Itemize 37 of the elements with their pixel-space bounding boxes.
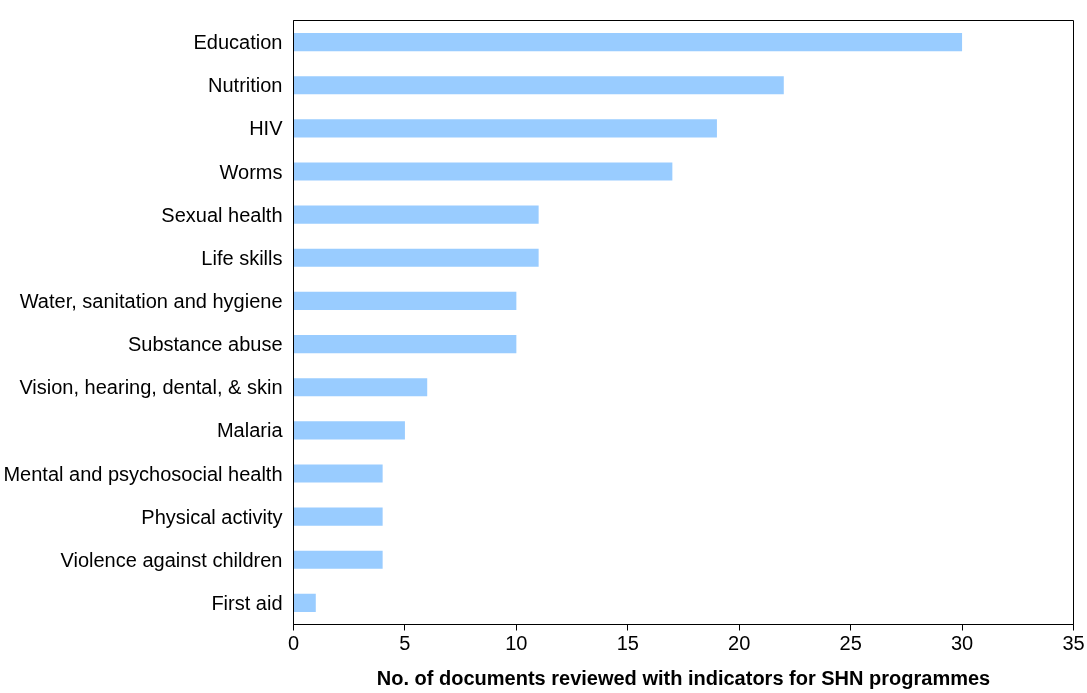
bar bbox=[293, 335, 517, 354]
x-tick-label: 15 bbox=[616, 631, 639, 654]
bar bbox=[293, 119, 717, 138]
y-tick-label: Physical activity bbox=[141, 505, 283, 528]
bar bbox=[293, 162, 673, 181]
bar bbox=[293, 33, 963, 52]
y-tick-label: HIV bbox=[249, 117, 284, 140]
x-tick-label: 30 bbox=[950, 631, 974, 654]
bar bbox=[293, 76, 784, 95]
bar bbox=[293, 593, 316, 612]
y-tick-label: Worms bbox=[219, 160, 283, 183]
x-tick-label: 20 bbox=[728, 631, 751, 654]
y-tick-label: First aid bbox=[211, 591, 283, 614]
bar bbox=[293, 291, 517, 310]
x-tick-label: 25 bbox=[839, 631, 862, 654]
bar bbox=[293, 550, 383, 569]
x-tick-label: 0 bbox=[287, 631, 300, 654]
x-axis-title: No. of documents reviewed with indicators for SHN programmes bbox=[376, 666, 991, 689]
x-tick-label: 5 bbox=[399, 631, 411, 654]
y-tick-label: Vision, hearing, dental, & skin bbox=[19, 376, 283, 399]
bar bbox=[293, 205, 539, 224]
y-tick-label: Substance abuse bbox=[127, 333, 283, 356]
y-tick-label: Water, sanitation and hygiene bbox=[19, 289, 283, 312]
y-tick-label: Nutrition bbox=[208, 74, 283, 97]
y-tick-label: Sexual health bbox=[161, 203, 283, 226]
x-tick-label: 10 bbox=[505, 631, 528, 654]
y-tick-label: Violence against children bbox=[60, 548, 283, 571]
x-tick-label: 35 bbox=[1062, 631, 1085, 654]
y-tick-label: Education bbox=[193, 31, 283, 54]
y-tick-label: Life skills bbox=[201, 246, 283, 269]
bar bbox=[293, 507, 383, 526]
bar bbox=[293, 248, 539, 267]
bar bbox=[293, 464, 383, 483]
bar bbox=[293, 421, 405, 440]
bar bbox=[293, 378, 428, 397]
y-tick-label: Mental and psychosocial health bbox=[3, 462, 283, 485]
y-tick-label: Malaria bbox=[216, 419, 284, 442]
